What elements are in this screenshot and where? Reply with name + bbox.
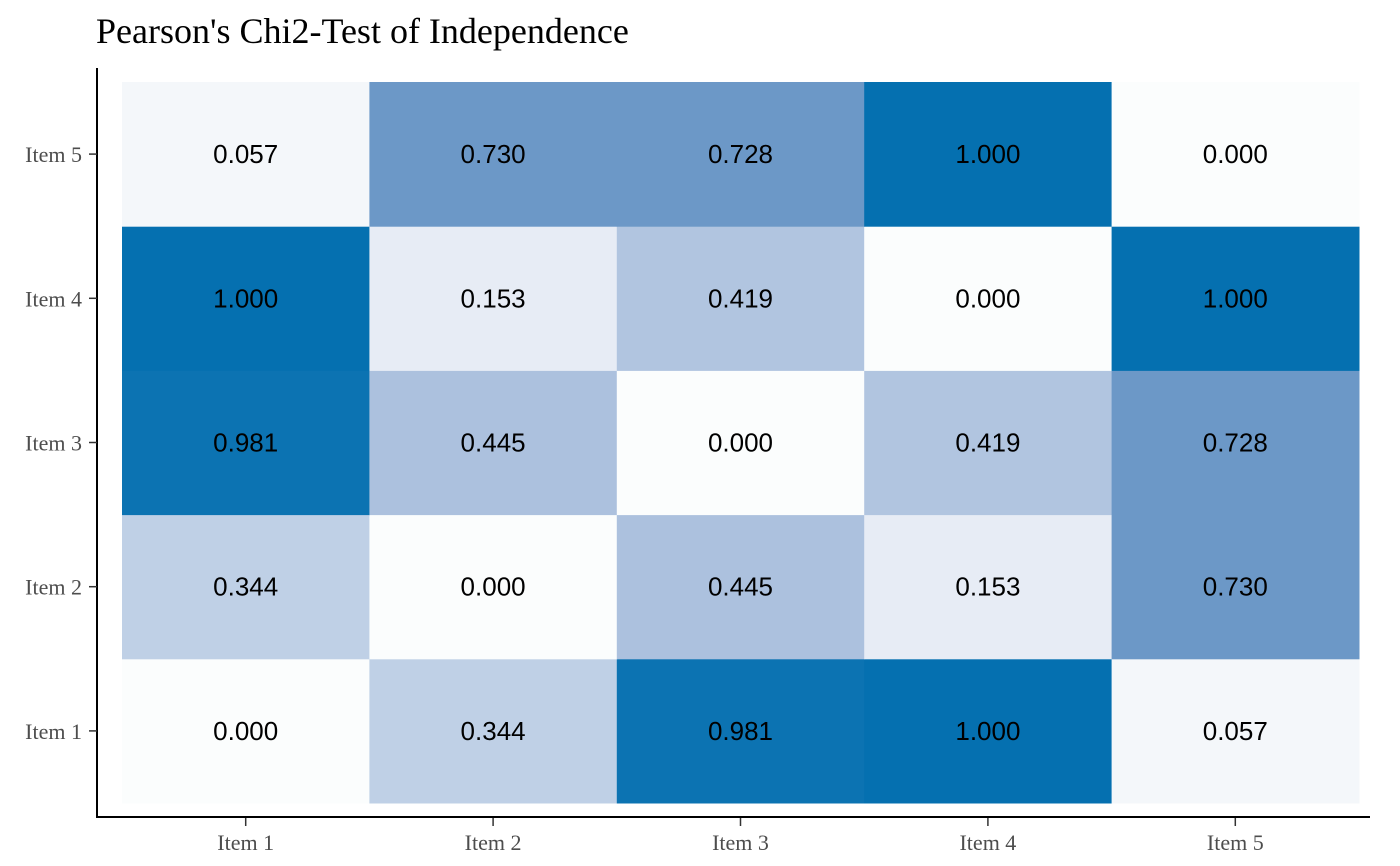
cell-value-label: 0.000 [1203, 139, 1268, 169]
cell-value-label: 0.981 [708, 716, 773, 746]
y-tick-label: Item 2 [25, 575, 82, 600]
heatmap-cell [616, 658, 865, 804]
heatmap-cell [369, 226, 618, 371]
heatmap-cell [1111, 370, 1360, 516]
heatmap-cell [864, 514, 1113, 660]
heatmap-cell [864, 226, 1113, 371]
cell-value-label: 0.981 [213, 428, 278, 458]
heatmap-cell-labels: 0.000 0.344 0.981 1.000 0.057 0.344 0.000 0.445… [213, 139, 1268, 746]
heatmap-cell [369, 658, 618, 804]
cell-value-label: 0.728 [1203, 428, 1268, 458]
y-tick-label: Item 5 [25, 142, 82, 167]
cell-value-label: 1.000 [955, 139, 1020, 169]
x-tick-label: Item 3 [712, 830, 769, 855]
heatmap-cell [1111, 658, 1360, 804]
cell-value-label: 0.344 [461, 716, 526, 746]
cell-value-label: 1.000 [213, 283, 278, 313]
cell-value-label: 0.419 [955, 428, 1020, 458]
heatmap-cell [864, 370, 1113, 516]
heatmap-cell [122, 514, 370, 660]
heatmap-cell [122, 82, 370, 227]
x-axis-ticks: Item 1 Item 2 Item 3 Item 4 Item 5 [217, 818, 1264, 855]
cell-value-label: 0.057 [1203, 716, 1268, 746]
cell-value-label: 0.000 [955, 283, 1020, 313]
heatmap-cells [122, 82, 1360, 804]
x-tick-label: Item 5 [1207, 830, 1264, 855]
cell-value-label: 0.000 [708, 428, 773, 458]
cell-value-label: 0.419 [708, 283, 773, 313]
y-tick-label: Item 1 [25, 719, 82, 744]
cell-value-label: 0.344 [213, 572, 278, 602]
cell-value-label: 0.000 [461, 572, 526, 602]
heatmap-cell [1111, 514, 1360, 660]
cell-value-label: 0.057 [213, 139, 278, 169]
heatmap-cell [864, 658, 1113, 804]
heatmap-cell [122, 658, 370, 804]
cell-value-label: 1.000 [955, 716, 1020, 746]
heatmap-cell [616, 370, 865, 516]
heatmap-cell [616, 514, 865, 660]
y-tick-label: Item 3 [25, 431, 82, 456]
cell-value-label: 0.445 [708, 572, 773, 602]
x-tick-label: Item 4 [959, 830, 1016, 855]
cell-value-label: 0.730 [1203, 572, 1268, 602]
heatmap-cell [1111, 226, 1360, 371]
heatmap-cell [369, 82, 618, 227]
y-axis-ticks: Item 1 Item 2 Item 3 Item 4 Item 5 [25, 142, 97, 744]
y-tick-label: Item 4 [25, 286, 82, 311]
x-tick-label: Item 1 [217, 830, 274, 855]
x-tick-label: Item 2 [465, 830, 522, 855]
cell-value-label: 0.730 [461, 139, 526, 169]
cell-value-label: 0.728 [708, 139, 773, 169]
heatmap-cell [369, 514, 618, 660]
heatmap-cell [369, 370, 618, 516]
cell-value-label: 0.445 [461, 428, 526, 458]
heatmap-cell [616, 82, 865, 227]
heatmap-cell [1111, 82, 1360, 227]
cell-value-label: 0.000 [213, 716, 278, 746]
heatmap-cell [122, 370, 370, 516]
heatmap-cell [122, 226, 370, 371]
chart-title: Pearson's Chi2-Test of Independence [96, 11, 629, 51]
cell-value-label: 0.153 [461, 283, 526, 313]
cell-value-label: 0.153 [955, 572, 1020, 602]
heatmap-cell [864, 82, 1113, 227]
cell-value-label: 1.000 [1203, 283, 1268, 313]
heatmap-cell [616, 226, 865, 371]
